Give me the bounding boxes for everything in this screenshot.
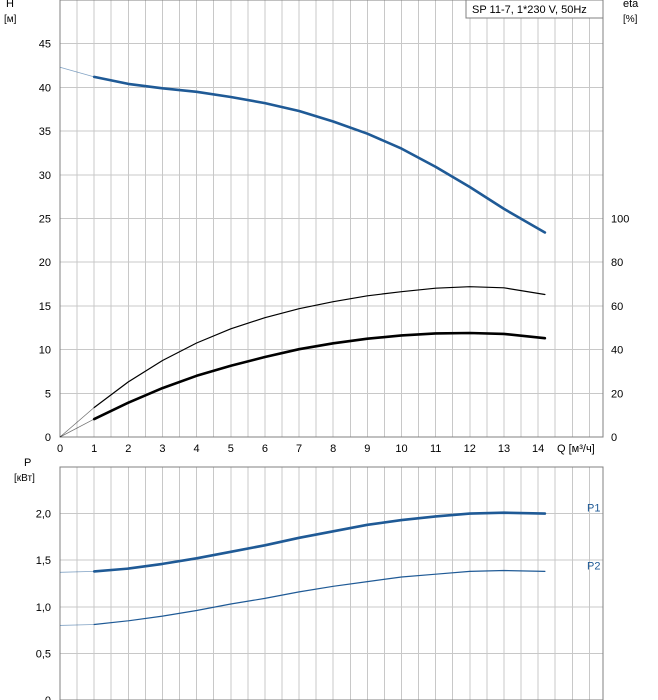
chart-title-box [465,0,604,19]
x-tick-label: 1 [91,443,97,455]
power-panel-curves [59,511,547,626]
x-tick-label: 8 [330,443,336,455]
head-tick-label: 15 [39,301,51,313]
x-tick-label: 10 [395,443,407,455]
power-panel-frame [59,466,604,700]
head-tick-label: 20 [39,257,51,269]
power-tick-label: 2,0 [36,509,51,521]
efficiency-curve-thin [93,286,546,409]
head-panel-grid [60,0,603,437]
efficiency-tick-label: 40 [611,345,623,357]
power-tick-label: 1,5 [36,555,51,567]
head-panel-ticks: 0 1 2 3 4 5 6 7 8 9 10 11 12 13 1405101520253035404502… [39,39,630,455]
x-tick-label: 5 [228,443,234,455]
power-tick-label: 0 [45,695,51,700]
x-tick-label: 13 [498,443,510,455]
head-tick-label: 40 [39,82,51,94]
x-tick-label: 14 [532,443,544,455]
efficiency-curve-thin-extrapolation [59,407,95,438]
efficiency-axis-unit: [%] [623,14,638,25]
x-tick-label: 0 [57,443,63,455]
power-curve-p1 [92,511,547,573]
x-tick-label: 12 [464,443,476,455]
power-panel-ticks: 0 0,5 1,0 1,5 2,0 P1 P2 [36,503,601,700]
x-tick-label: 4 [194,443,200,455]
head-tick-label: 35 [39,126,51,138]
power-curve-p1-extrapolation [59,570,95,573]
x-tick-label: 6 [262,443,268,455]
efficiency-axis-label: eta [623,0,639,10]
chart-title: SP 11-7, 1*230 V, 50Hz [472,4,587,16]
power-tick-label: 0,5 [36,648,51,660]
head-tick-label: 10 [39,345,51,357]
head-axis-label: H [6,0,14,10]
head-tick-label: 45 [39,39,51,51]
head-tick-label: 5 [45,388,51,400]
head-panel-frame [59,0,604,438]
x-tick-label: 7 [296,443,302,455]
power-curve-p2-extrapolation [59,624,95,626]
head-panel-curves [59,66,547,438]
head-tick-label: 0 [45,432,51,444]
efficiency-tick-label: 80 [611,257,623,269]
head-tick-label: 25 [39,214,51,226]
efficiency-tick-label: 0 [611,432,617,444]
x-tick-label: 2 [125,443,131,455]
power-curve-p2-label: P2 [587,560,600,572]
power-tick-label: 1,0 [36,602,51,614]
efficiency-tick-label: 100 [611,214,629,226]
x-tick-label: 9 [364,443,370,455]
x-tick-label: 11 [430,443,441,455]
power-axis-label: P [24,457,31,469]
power-axis-unit: [кВт] [14,473,35,484]
head-tick-label: 30 [39,170,51,182]
x-tick-label: 3 [159,443,165,455]
power-panel-grid [60,467,603,700]
head-curve [92,75,547,234]
efficiency-tick-label: 60 [611,301,623,313]
efficiency-tick-label: 20 [611,388,623,400]
head-axis-unit: [м] [4,14,17,25]
power-curve-p1-label: P1 [587,503,600,515]
power-curve-p2 [93,569,546,626]
efficiency-curve-thick-extrapolation [59,418,95,438]
efficiency-curve-thick [92,331,547,421]
head-curve-extrapolation [59,66,95,78]
flow-axis-unit: Q [м³/ч] [557,443,595,455]
